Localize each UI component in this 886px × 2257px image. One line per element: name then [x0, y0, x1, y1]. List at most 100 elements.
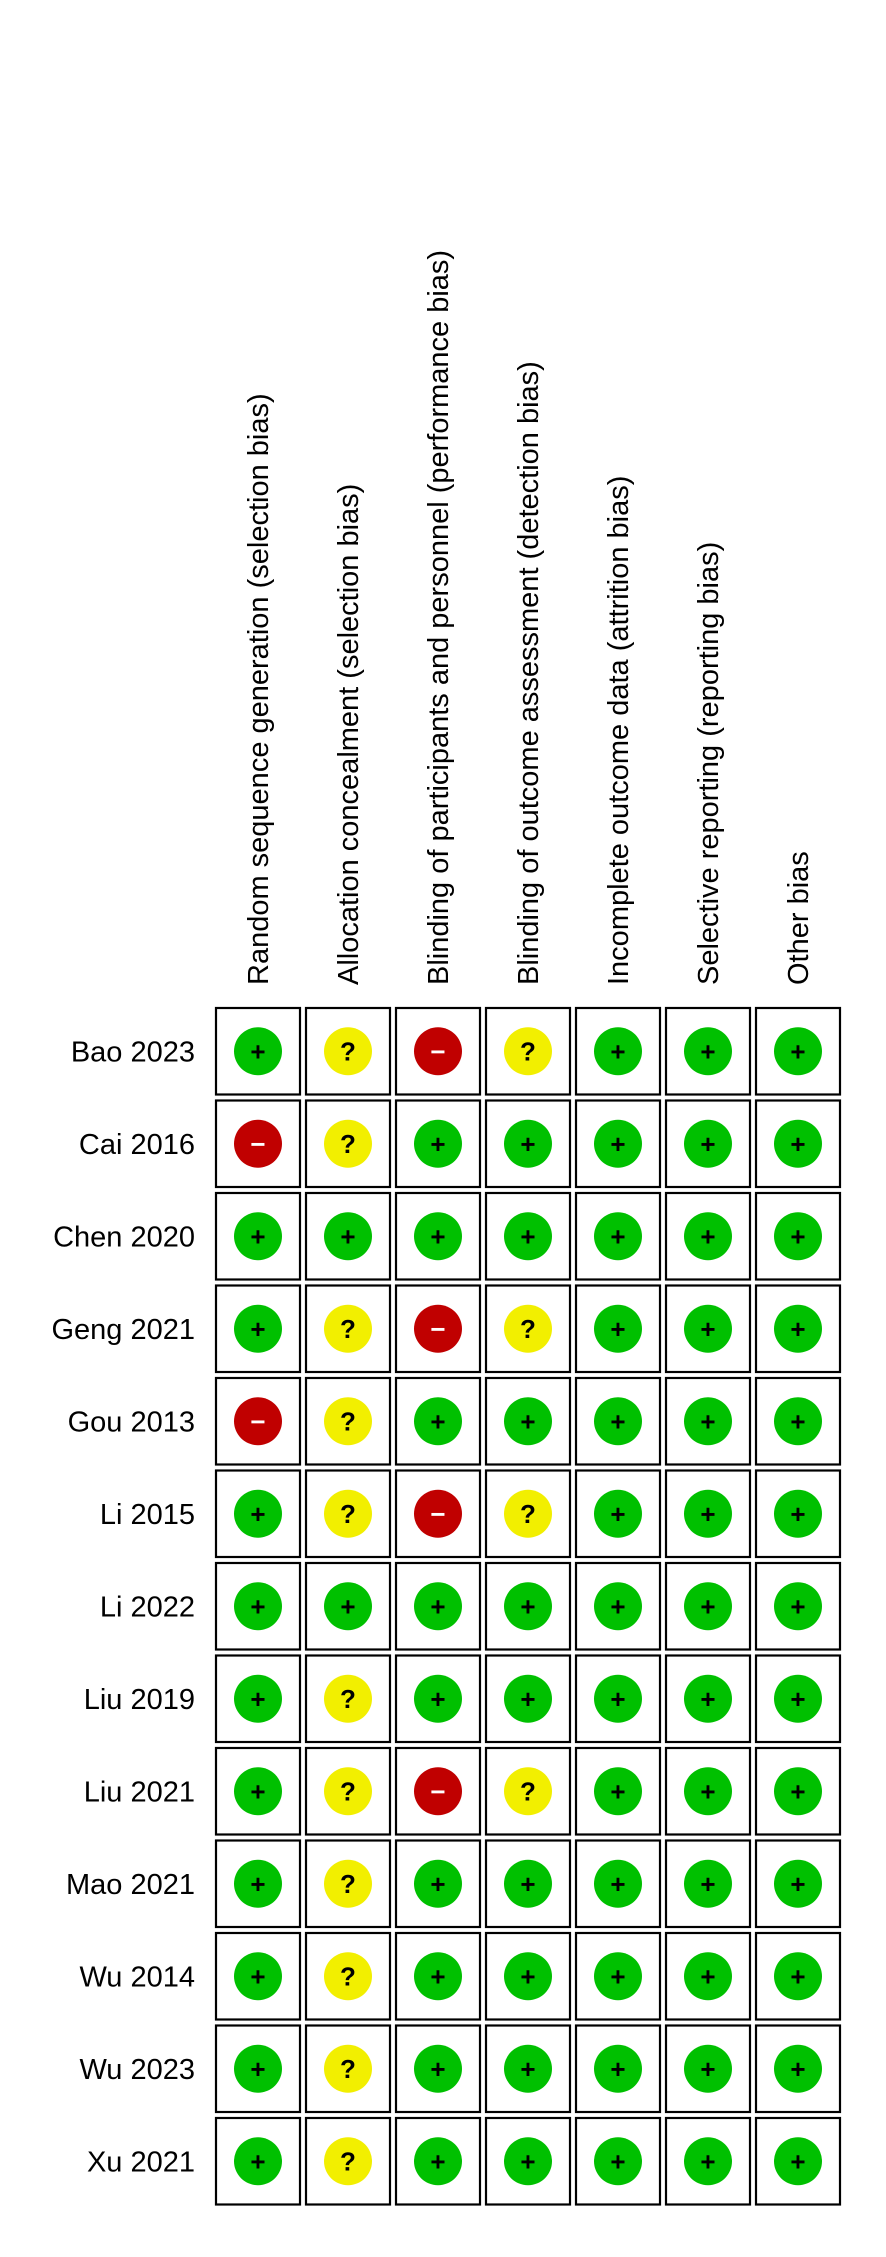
high-risk-symbol: −	[430, 1036, 445, 1066]
rating-cell-low: +	[484, 1839, 572, 1929]
rating-cell-low: +	[574, 1284, 662, 1374]
domain-header-2: Allocation concealment (selection bias)	[333, 484, 365, 985]
low-risk-icon	[684, 1304, 732, 1353]
rating-grid: +? −? + + + −? + + + + + + + + + + + + +? −? + + + −? + + + + + +? −? +…	[214, 1006, 842, 2206]
low-risk-icon	[594, 1119, 642, 1168]
rating-cell-low: +	[394, 2116, 482, 2206]
cell-box	[484, 2116, 572, 2206]
low-risk-icon	[774, 1304, 822, 1353]
rating-cell-low: +	[574, 2024, 662, 2114]
unclear-risk-icon	[324, 1119, 372, 1168]
low-risk-symbol: +	[340, 1221, 355, 1251]
low-risk-symbol: +	[520, 1591, 535, 1621]
rating-cell-low: +	[484, 1191, 572, 1281]
cell-box	[484, 2024, 572, 2114]
unclear-risk-symbol: ?	[340, 1406, 356, 1436]
rating-cell-high: −	[394, 1284, 482, 1374]
study-label: Wu 2023	[79, 2054, 195, 2086]
rating-cell-low: +	[754, 1561, 842, 1651]
low-risk-icon	[594, 1212, 642, 1261]
unclear-risk-symbol: ?	[340, 2054, 356, 2084]
low-risk-symbol: +	[790, 1869, 805, 1899]
rating-cell-unclear: ?	[484, 1284, 572, 1374]
low-risk-symbol: +	[610, 2146, 625, 2176]
low-risk-icon	[504, 1397, 552, 1446]
rating-cell-low: +	[664, 1191, 752, 1281]
rating-cell-unclear: ?	[304, 1469, 392, 1559]
unclear-risk-symbol: ?	[340, 1684, 356, 1714]
low-risk-icon	[504, 1859, 552, 1908]
low-risk-icon	[774, 2044, 822, 2093]
rating-cell-low: +	[484, 1099, 572, 1189]
rating-cell-low: +	[394, 1099, 482, 1189]
study-label: Xu 2021	[87, 2146, 195, 2178]
low-risk-symbol: +	[790, 1221, 805, 1251]
rating-cell-low: +	[754, 2024, 842, 2114]
rating-cell-low: +	[754, 1376, 842, 1466]
rating-cell-low: +	[214, 1561, 302, 1651]
rating-cell-low: +	[574, 1469, 662, 1559]
low-risk-symbol: +	[610, 1684, 625, 1714]
low-risk-icon	[684, 1859, 732, 1908]
rating-cell-low: +	[664, 1376, 752, 1466]
low-risk-icon	[594, 1304, 642, 1353]
unclear-risk-symbol: ?	[520, 1499, 536, 1529]
low-risk-symbol: +	[430, 2146, 445, 2176]
low-risk-icon	[774, 1674, 822, 1723]
low-risk-symbol: +	[430, 1129, 445, 1159]
rating-cell-low: +	[484, 1561, 572, 1651]
low-risk-icon	[234, 1767, 282, 1816]
cell-box	[214, 1191, 302, 1281]
low-risk-symbol: +	[700, 1221, 715, 1251]
low-risk-symbol: +	[790, 1036, 805, 1066]
study-label: Li 2015	[100, 1499, 195, 1531]
unclear-risk-icon	[324, 1027, 372, 1076]
low-risk-icon	[414, 1952, 462, 2001]
unclear-risk-icon	[324, 2044, 372, 2093]
low-risk-icon	[774, 1582, 822, 1631]
low-risk-icon	[414, 1674, 462, 1723]
study-label: Mao 2021	[66, 1869, 195, 1901]
rating-cell-low: +	[754, 1746, 842, 1836]
low-risk-symbol: +	[250, 1869, 265, 1899]
low-risk-icon	[234, 1582, 282, 1631]
study-label: Liu 2019	[84, 1684, 195, 1716]
low-risk-icon	[324, 1212, 372, 1261]
unclear-risk-symbol: ?	[340, 1129, 356, 1159]
rating-cell-low: +	[664, 1469, 752, 1559]
low-risk-symbol: +	[430, 1961, 445, 1991]
rating-cell-low: +	[484, 1931, 572, 2021]
high-risk-icon	[414, 1304, 462, 1353]
low-risk-icon	[774, 1397, 822, 1446]
low-risk-icon	[684, 2044, 732, 2093]
rating-cell-low: +	[754, 1931, 842, 2021]
low-risk-icon	[414, 1119, 462, 1168]
low-risk-icon	[684, 1767, 732, 1816]
low-risk-symbol: +	[520, 1961, 535, 1991]
low-risk-symbol: +	[430, 1869, 445, 1899]
unclear-risk-symbol: ?	[520, 1776, 536, 1806]
low-risk-symbol: +	[250, 2146, 265, 2176]
low-risk-icon	[774, 1489, 822, 1538]
rating-cell-low: +	[484, 1376, 572, 1466]
low-risk-icon	[504, 1674, 552, 1723]
low-risk-icon	[594, 1489, 642, 1538]
domain-header-5: Incomplete outcome data (attrition bias)	[603, 476, 635, 985]
low-risk-symbol: +	[700, 1314, 715, 1344]
low-risk-icon	[684, 1674, 732, 1723]
low-risk-icon	[594, 1952, 642, 2001]
rating-cell-high: −	[214, 1376, 302, 1466]
low-risk-icon	[234, 1952, 282, 2001]
low-risk-symbol: +	[790, 1591, 805, 1621]
high-risk-icon	[414, 1767, 462, 1816]
low-risk-symbol: +	[700, 2054, 715, 2084]
domain-headers: Random sequence generation (selection bi…	[243, 250, 815, 985]
low-risk-icon	[594, 1767, 642, 1816]
unclear-risk-icon	[324, 1397, 372, 1446]
low-risk-icon	[414, 1212, 462, 1261]
rating-cell-low: +	[214, 1746, 302, 1836]
low-risk-icon	[504, 1212, 552, 1261]
rating-cell-unclear: ?	[484, 1746, 572, 1836]
rating-cell-high: −	[394, 1006, 482, 1096]
low-risk-symbol: +	[520, 1684, 535, 1714]
